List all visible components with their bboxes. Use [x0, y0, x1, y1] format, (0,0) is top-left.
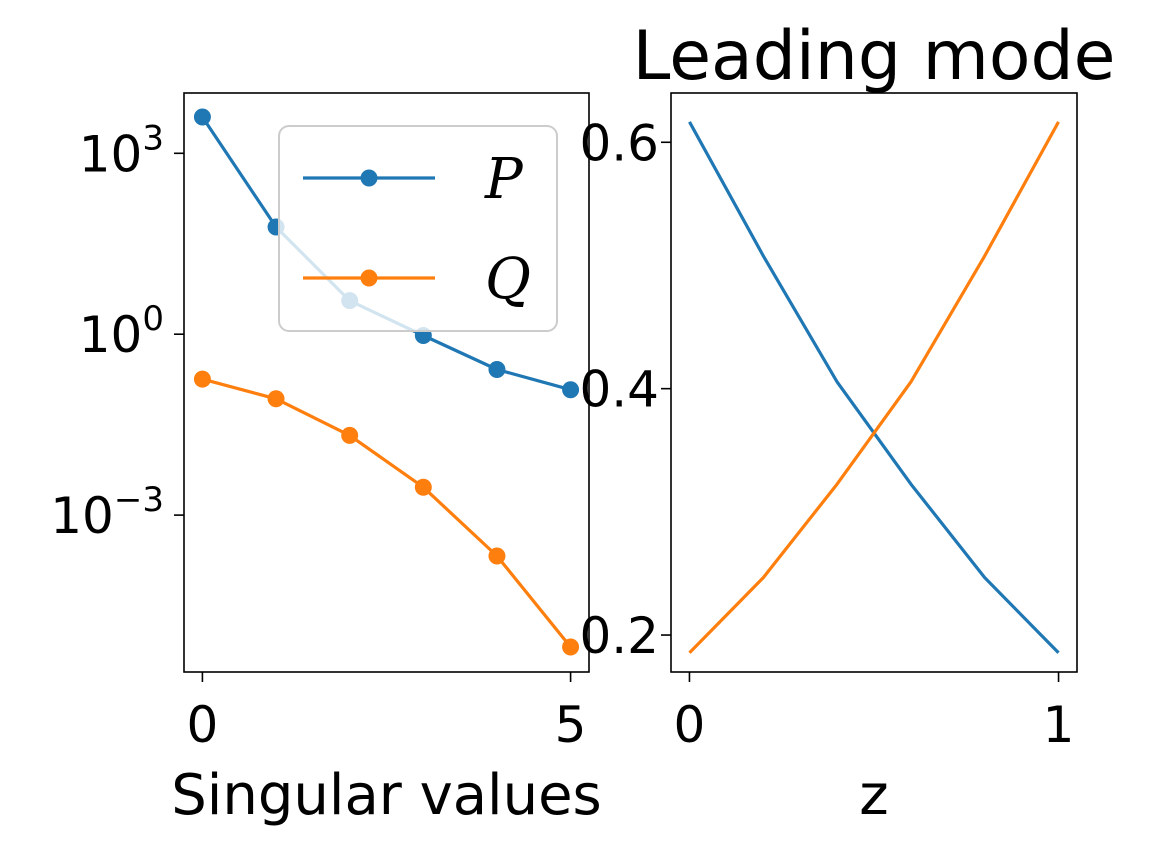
x-tick-label: 5: [555, 696, 587, 754]
x-tick-label: 1: [1043, 696, 1075, 754]
data-point-P: [193, 108, 211, 126]
series-line-Q: [201, 377, 572, 649]
chart-title: Leading mode: [633, 17, 1116, 96]
legend-label-P: P: [484, 147, 524, 212]
y-tick-exponent: −3: [114, 480, 164, 520]
y-tick-label: 100: [79, 299, 164, 364]
data-point-Q: [414, 478, 432, 496]
y-tick-label: 10−3: [50, 480, 164, 545]
y-tick-exponent: 3: [142, 118, 164, 158]
data-point-P: [562, 381, 580, 399]
x-axis-label: Singular values: [171, 763, 601, 828]
series-line-0: [688, 121, 1060, 654]
data-point-Q: [562, 638, 580, 656]
x-tick-label: 0: [674, 696, 706, 754]
y-tick-label: 0.2: [579, 607, 659, 665]
plot-frame: [670, 92, 1078, 673]
data-point-Q: [267, 390, 285, 408]
data-point-Q: [488, 547, 506, 565]
y-tick-label: 0.6: [579, 114, 659, 172]
data-point-P: [488, 360, 506, 378]
y-tick-base: 10: [79, 125, 143, 183]
y-tick-base: 10: [79, 306, 143, 364]
x-tick-label: 0: [187, 696, 219, 754]
plot-frame: [183, 92, 590, 673]
leading-mode-chart: 0 1 0.6 0.4 0.2 z Leading mode: [579, 17, 1115, 828]
x-axis-label: z: [859, 763, 888, 828]
y-tick-label: 0.4: [579, 361, 659, 419]
y-tick-exponent: 0: [142, 299, 164, 339]
data-point-Q: [341, 426, 359, 444]
y-tick-label: 103: [79, 118, 164, 183]
data-point-Q: [193, 370, 211, 388]
series-line-1: [688, 121, 1060, 654]
y-tick-base: 10: [50, 487, 114, 545]
legend-label-Q: Q: [485, 247, 531, 312]
legend-marker-P: [360, 169, 378, 187]
legend-marker-Q: [360, 269, 378, 287]
